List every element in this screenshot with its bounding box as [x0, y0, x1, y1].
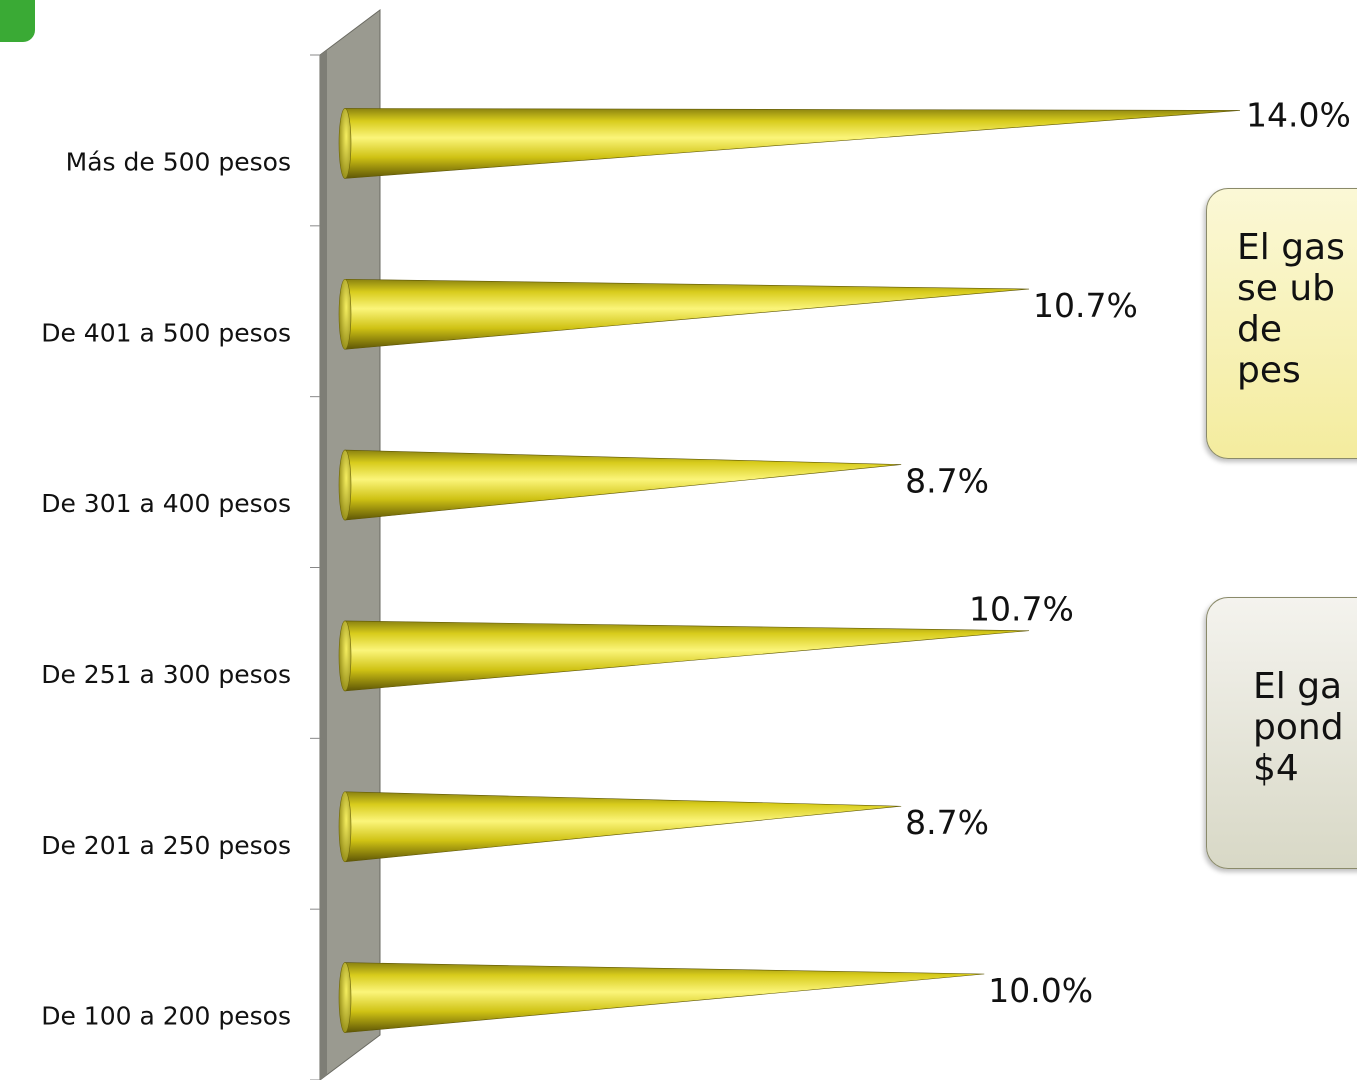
bar-cone — [338, 278, 1030, 350]
category-label: De 301 a 400 pesos — [41, 489, 291, 518]
chart-bars — [338, 108, 1241, 1033]
data-label: 10.0% — [988, 971, 1093, 1010]
category-label: De 100 a 200 pesos — [41, 1002, 291, 1031]
bar-cone — [338, 620, 1030, 692]
axis-ticks — [310, 54, 320, 1080]
data-label: 14.0% — [1246, 95, 1351, 134]
category-labels: Más de 500 pesos De 401 a 500 pesos De 301… — [41, 147, 291, 1030]
category-label: De 201 a 250 pesos — [41, 831, 291, 860]
data-label: 8.7% — [905, 803, 989, 842]
data-label: 10.7% — [969, 590, 1074, 629]
chart-wall-edge — [320, 50, 327, 1080]
callout-box-spending-range: El gas se ub de pes — [1206, 188, 1357, 459]
data-label: 10.7% — [1033, 286, 1138, 325]
bar-cone — [338, 791, 902, 863]
data-labels: 14.0% 10.7% 8.7% 10.7% 8.7% 10.0% — [905, 95, 1351, 1010]
bar-cone — [338, 962, 985, 1033]
callout-box-weighted-spending: El ga pond $4 — [1206, 597, 1357, 869]
category-label: Más de 500 pesos — [66, 147, 291, 176]
corner-accent-tab — [0, 0, 35, 42]
bar-cone — [338, 108, 1241, 179]
category-label: De 251 a 300 pesos — [41, 660, 291, 689]
category-label: De 401 a 500 pesos — [41, 318, 291, 347]
bar-cone — [338, 449, 902, 521]
data-label: 8.7% — [905, 462, 989, 501]
